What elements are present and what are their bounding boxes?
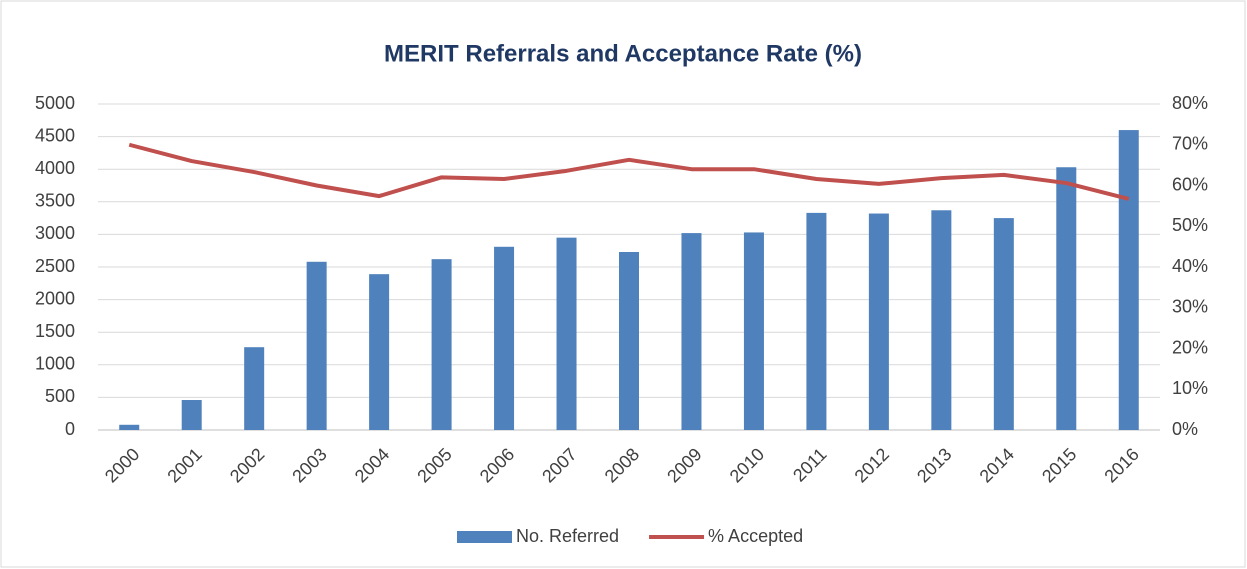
y-tick-label: 500 (45, 386, 75, 406)
bar (306, 261, 327, 430)
y2-tick-label: 0% (1172, 419, 1198, 439)
y2-tick-label: 20% (1172, 337, 1208, 357)
y2-tick-label: 70% (1172, 134, 1208, 154)
legend-label: No. Referred (516, 526, 619, 546)
bar (494, 246, 515, 430)
bar (993, 218, 1014, 430)
bar (1118, 130, 1139, 430)
bar (743, 232, 764, 430)
bar (431, 259, 452, 430)
bar (931, 210, 952, 430)
y2-tick-label: 50% (1172, 215, 1208, 235)
bar (1056, 167, 1077, 430)
y2-tick-label: 10% (1172, 378, 1208, 398)
bar (556, 237, 577, 430)
y2-tick-label: 60% (1172, 174, 1208, 194)
bar (681, 233, 702, 430)
y-tick-label: 0 (65, 419, 75, 439)
y-tick-label: 3500 (35, 191, 75, 211)
y-tick-label: 4500 (35, 125, 75, 145)
bar (806, 212, 827, 430)
bar (244, 347, 265, 430)
y2-tick-label: 30% (1172, 297, 1208, 317)
chart-title: MERIT Referrals and Acceptance Rate (%) (384, 40, 862, 67)
y2-tick-label: 40% (1172, 256, 1208, 276)
y-tick-label: 2500 (35, 256, 75, 276)
legend-label: % Accepted (708, 526, 803, 546)
y-tick-label: 2000 (35, 288, 75, 308)
bar (619, 252, 639, 430)
y-tick-label: 1500 (35, 321, 75, 341)
y-tick-label: 4000 (35, 158, 75, 178)
y-tick-label: 1000 (35, 354, 75, 374)
bar (868, 213, 889, 430)
line-series (128, 142, 1130, 201)
bar (119, 424, 140, 430)
bar (181, 400, 202, 430)
bar (369, 274, 390, 430)
y-tick-label: 5000 (35, 93, 75, 113)
y2-tick-label: 80% (1172, 93, 1208, 113)
legend-swatch (457, 531, 512, 543)
y-tick-label: 3000 (35, 223, 75, 243)
